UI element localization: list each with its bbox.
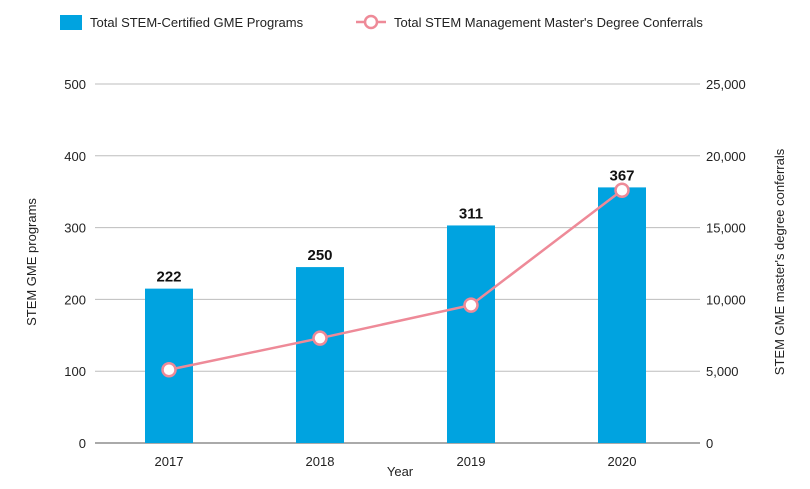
left-tick-label: 500: [64, 77, 86, 92]
legend-line-marker: [363, 14, 379, 30]
left-axis-title: STEM GME programs: [24, 198, 39, 326]
left-tick-label: 400: [64, 149, 86, 164]
legend: Total STEM-Certified GME Programs Total …: [60, 14, 703, 30]
conferrals-line: [168, 189, 623, 371]
right-tick-label: 15,000: [706, 221, 746, 236]
left-tick-label: 200: [64, 292, 86, 307]
line-point-2017: [161, 362, 177, 378]
bar-2019: [447, 225, 495, 443]
left-axis-ticks: 0 100 200 300 400 500: [64, 77, 86, 451]
x-tick-label: 2019: [457, 454, 486, 469]
bar-value-label: 367: [609, 167, 634, 184]
right-tick-label: 25,000: [706, 77, 746, 92]
left-tick-label: 0: [79, 436, 86, 451]
right-tick-label: 0: [706, 436, 713, 451]
right-tick-label: 20,000: [706, 149, 746, 164]
right-tick-label: 5,000: [706, 364, 739, 379]
x-tick-label: 2017: [155, 454, 184, 469]
x-tick-label: 2018: [306, 454, 335, 469]
x-axis-ticks: 2017 2018 2019 2020: [155, 454, 637, 469]
legend-bar-label: Total STEM-Certified GME Programs: [90, 15, 304, 30]
bar-value-label: 311: [459, 205, 483, 222]
left-tick-label: 300: [64, 221, 86, 236]
line-series: [161, 182, 630, 378]
right-axis-title: STEM GME master's degree conferrals: [772, 148, 787, 375]
left-tick-label: 100: [64, 364, 86, 379]
right-tick-label: 10,000: [706, 292, 746, 307]
bar-value-label: 250: [307, 247, 332, 264]
line-point-2020: [614, 182, 630, 199]
line-point-2018: [312, 330, 328, 346]
legend-bar-swatch: [60, 15, 82, 30]
x-tick-label: 2020: [608, 454, 637, 469]
line-point-2019: [463, 297, 479, 313]
bar-series: [145, 187, 646, 443]
bar-2018: [296, 267, 344, 443]
bar-value-label: 222: [156, 269, 181, 286]
right-axis-ticks: 0 5,000 10,000 15,000 20,000 25,000: [706, 77, 746, 451]
legend-line-label: Total STEM Management Master's Degree Co…: [394, 15, 703, 30]
x-axis-title: Year: [387, 464, 414, 479]
bar-2020: [598, 187, 646, 443]
bar-data-labels: 222 250 311 367: [156, 167, 634, 285]
